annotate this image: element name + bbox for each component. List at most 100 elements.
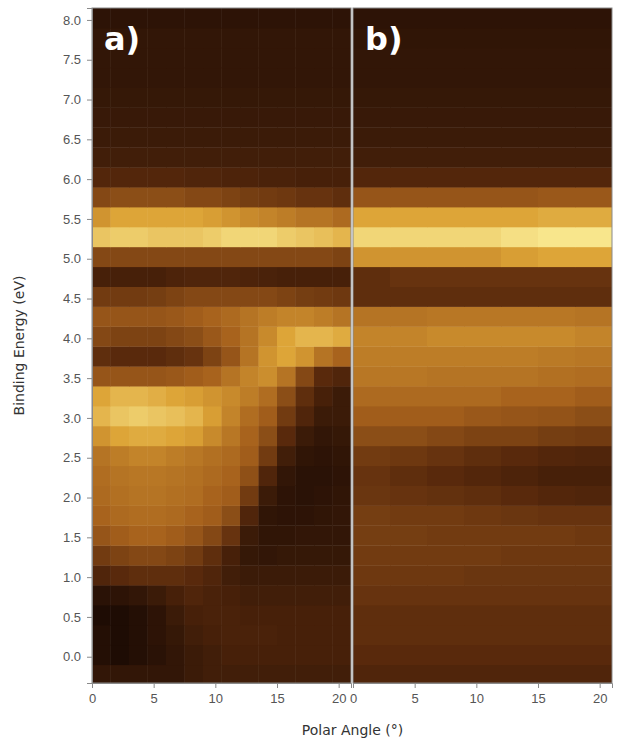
cell (353, 68, 390, 88)
cell (390, 227, 427, 247)
cell (259, 127, 278, 147)
cell (501, 446, 538, 466)
cell (222, 505, 241, 525)
cell (148, 486, 167, 506)
tick: 5 (412, 683, 419, 706)
cell (296, 48, 315, 68)
cell (166, 107, 185, 127)
cell (277, 107, 296, 127)
cell (353, 446, 390, 466)
cell (501, 545, 538, 565)
cell (166, 585, 185, 605)
cell (427, 426, 464, 446)
cell (296, 665, 315, 683)
tick-label: 1.5 (63, 530, 81, 545)
cell (203, 505, 222, 525)
cell (111, 486, 130, 506)
cell (259, 147, 278, 167)
cell (222, 167, 241, 187)
cell (129, 645, 148, 665)
cell (129, 486, 148, 506)
cell (240, 107, 259, 127)
cell (203, 525, 222, 545)
cell (353, 605, 390, 625)
cell (464, 227, 501, 247)
tick-label: 6.5 (63, 132, 81, 147)
cell (148, 127, 167, 147)
cell (353, 665, 390, 683)
cell (148, 446, 167, 466)
cell (222, 585, 241, 605)
cell (148, 406, 167, 426)
cell (277, 486, 296, 506)
tick-mark (87, 338, 92, 339)
cell (203, 88, 222, 108)
cell (277, 645, 296, 665)
cell (353, 267, 390, 287)
cell (575, 505, 612, 525)
cell (501, 386, 538, 406)
tick-mark (87, 219, 92, 220)
cell (353, 207, 390, 227)
cell (353, 326, 390, 346)
cell (464, 187, 501, 207)
cell (92, 287, 111, 307)
cell (185, 167, 204, 187)
cell (259, 645, 278, 665)
cell (111, 107, 130, 127)
cell (240, 187, 259, 207)
cell (575, 585, 612, 605)
cell (222, 625, 241, 645)
tick-mark (277, 683, 278, 688)
tick-label: 4.0 (63, 331, 81, 346)
cell (575, 68, 612, 88)
cell (464, 326, 501, 346)
cell (501, 366, 538, 386)
cell (333, 107, 352, 127)
cell (259, 545, 278, 565)
cell (464, 267, 501, 287)
cell (353, 306, 390, 326)
cell (333, 48, 352, 68)
cell (464, 68, 501, 88)
cell (148, 28, 167, 48)
cell (240, 147, 259, 167)
cell (296, 486, 315, 506)
cell (240, 366, 259, 386)
cell (148, 625, 167, 645)
cell (166, 147, 185, 167)
cell (240, 167, 259, 187)
cell (222, 88, 241, 108)
cell (111, 545, 130, 565)
cell (427, 127, 464, 147)
cell (390, 585, 427, 605)
cell (111, 366, 130, 386)
cell (427, 287, 464, 307)
cell (296, 565, 315, 585)
cell (92, 426, 111, 446)
cell (203, 386, 222, 406)
cell (166, 68, 185, 88)
cell (203, 8, 222, 28)
tick-mark (87, 378, 92, 379)
cell (259, 446, 278, 466)
cell (427, 545, 464, 565)
cell (501, 605, 538, 625)
cell (314, 167, 333, 187)
cell (277, 326, 296, 346)
cell (314, 8, 333, 28)
cell (314, 306, 333, 326)
cell (111, 426, 130, 446)
cell (575, 127, 612, 147)
cell (314, 287, 333, 307)
cell (353, 147, 390, 167)
cell (222, 386, 241, 406)
cell (296, 287, 315, 307)
cell (111, 625, 130, 645)
cell (129, 565, 148, 585)
cell (166, 366, 185, 386)
cell (501, 267, 538, 287)
cell (538, 207, 575, 227)
cell (427, 187, 464, 207)
cell (575, 287, 612, 307)
